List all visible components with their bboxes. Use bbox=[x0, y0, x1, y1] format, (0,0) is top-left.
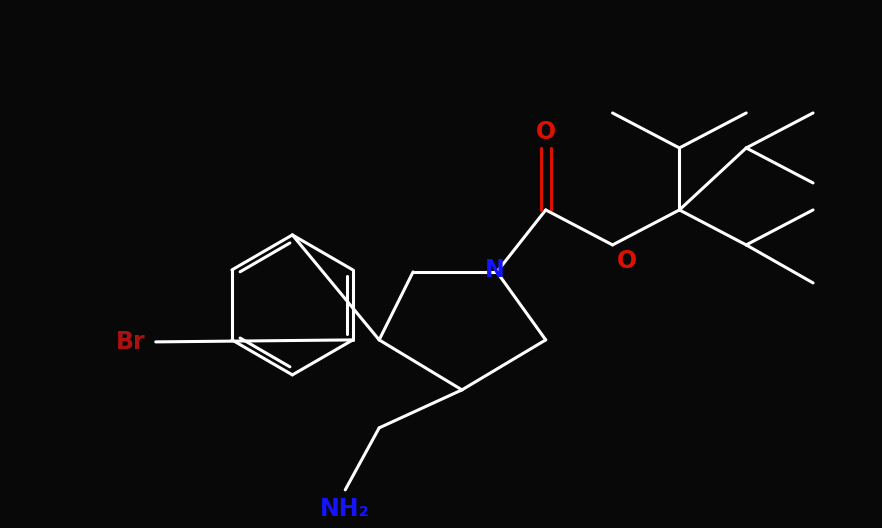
Text: NH₂: NH₂ bbox=[320, 497, 370, 521]
Text: Br: Br bbox=[116, 330, 146, 354]
Text: O: O bbox=[617, 249, 637, 274]
Text: O: O bbox=[535, 119, 556, 144]
Text: N: N bbox=[485, 258, 505, 282]
